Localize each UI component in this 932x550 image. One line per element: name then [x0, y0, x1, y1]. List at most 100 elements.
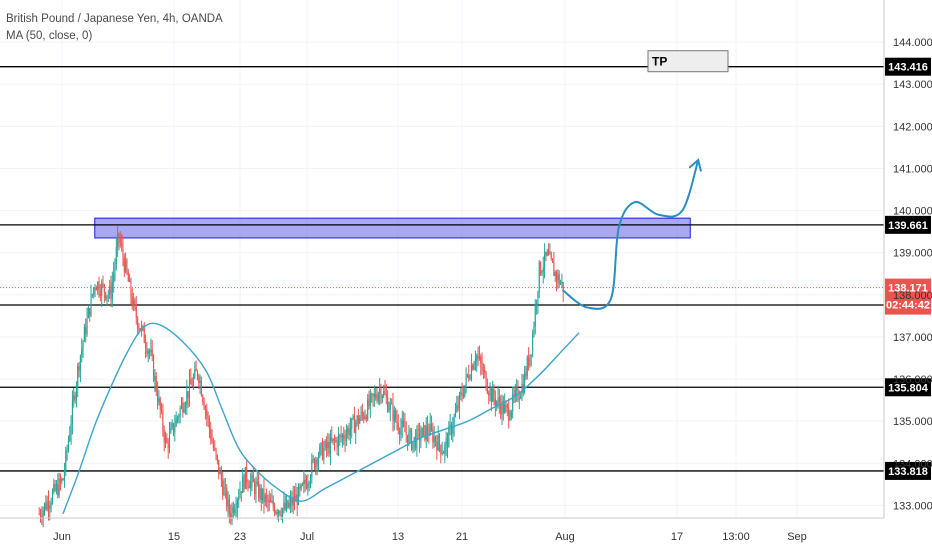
candle-body — [411, 430, 413, 450]
candle-body — [505, 404, 507, 406]
forecast-curve[interactable] — [562, 159, 700, 310]
candle-body — [227, 499, 229, 507]
candle-body — [223, 487, 225, 496]
candle-body — [146, 348, 148, 354]
candle-body — [42, 509, 44, 519]
candle-body — [200, 380, 202, 396]
candle-body — [247, 482, 249, 487]
candle-body — [270, 500, 272, 503]
candle-body — [179, 408, 181, 417]
candle-body — [514, 390, 516, 397]
candle-body — [121, 243, 123, 246]
candle-body — [440, 445, 442, 454]
candle-body — [377, 393, 379, 401]
candle-body — [448, 426, 450, 448]
candle-body — [186, 391, 188, 405]
candle-body — [38, 513, 40, 515]
candle-body — [291, 498, 293, 506]
candle-body — [327, 442, 329, 449]
candle-body — [175, 417, 177, 427]
candle-body — [486, 388, 488, 393]
candle-body — [320, 443, 322, 446]
candle-body — [162, 410, 164, 430]
candle-body — [510, 411, 512, 418]
candle-body — [296, 494, 298, 505]
candle-body — [404, 424, 406, 433]
candle-body — [278, 510, 280, 514]
candle-body — [101, 283, 103, 296]
candle-body — [190, 379, 192, 385]
candle-body — [557, 274, 559, 281]
candle-body — [65, 450, 67, 471]
candle-body — [133, 299, 135, 307]
candle-body — [117, 233, 119, 248]
candle-body — [91, 294, 93, 296]
candle-body — [526, 357, 528, 377]
candle-body — [184, 404, 187, 410]
symbol-title: British Pound / Japanese Yen, 4h, OANDA — [6, 13, 223, 25]
candle-body — [192, 377, 195, 387]
candle-body — [160, 409, 163, 411]
resistance-zone-box[interactable] — [94, 217, 691, 239]
resistance-zone[interactable] — [94, 217, 691, 239]
candle-body — [127, 272, 129, 282]
candle-body — [528, 357, 530, 366]
candle-body — [107, 294, 109, 296]
horizontal-levels[interactable]: 143.416139.661137.758135.804133.818138.1… — [0, 57, 931, 480]
candle-body — [222, 480, 224, 496]
candle-body — [489, 388, 491, 396]
candle-body — [174, 426, 176, 432]
candle-body — [311, 459, 313, 478]
candle-body — [536, 303, 538, 307]
candle-body — [316, 459, 318, 465]
time-axis[interactable]: Jun 15 23 Jul 13 21 Aug 17 13:00 Sep — [0, 517, 884, 543]
candle-body — [135, 306, 137, 319]
candle-body — [123, 257, 125, 272]
candle-body — [41, 516, 43, 519]
forecast-arrow[interactable] — [562, 158, 702, 310]
price-axis[interactable]: 133.000 134.000 135.000 136.000 137.000 138.0… — [883, 0, 932, 518]
price-tick-label: 134.000 — [893, 458, 932, 470]
candle-body — [276, 511, 278, 514]
candle-body — [149, 351, 151, 353]
candle-body — [172, 423, 175, 432]
candle-body — [313, 459, 316, 469]
candle-body — [208, 418, 210, 429]
tp-label-box[interactable]: TP — [647, 50, 729, 73]
candle-body — [90, 294, 92, 316]
candle-body — [522, 384, 524, 393]
candle-body — [232, 506, 234, 513]
time-tick-label: 17 — [671, 531, 683, 543]
candle-body — [290, 498, 292, 503]
candle-body — [54, 483, 56, 491]
candle-body — [453, 416, 455, 428]
candle-body — [501, 401, 503, 415]
candle-body — [430, 424, 433, 430]
candle-body — [145, 342, 147, 349]
price-tick-label: 144.000 — [893, 37, 932, 49]
candle-body — [506, 405, 508, 408]
price-tick-label: 137.000 — [893, 332, 932, 344]
candle-body — [267, 498, 269, 503]
candle-body — [437, 435, 439, 451]
candle-body — [365, 416, 367, 420]
candle-body — [401, 420, 403, 428]
candle-body — [219, 471, 221, 475]
candle-body — [441, 452, 443, 454]
tp-box[interactable] — [647, 50, 729, 73]
candle-body — [244, 467, 246, 489]
candle-body — [53, 483, 55, 492]
candle-body — [504, 404, 506, 413]
price-tick-label: 135.000 — [893, 416, 932, 428]
candle-body — [109, 286, 111, 295]
candle-body — [387, 397, 389, 412]
candle-body — [131, 296, 133, 307]
candle-body — [415, 436, 417, 449]
candle-body — [332, 438, 334, 442]
candle-body — [407, 434, 409, 444]
candle-body — [166, 437, 168, 443]
candle-body — [239, 491, 241, 498]
price-tick-label: 141.000 — [893, 163, 932, 175]
time-tick-label: Jul — [300, 531, 314, 543]
